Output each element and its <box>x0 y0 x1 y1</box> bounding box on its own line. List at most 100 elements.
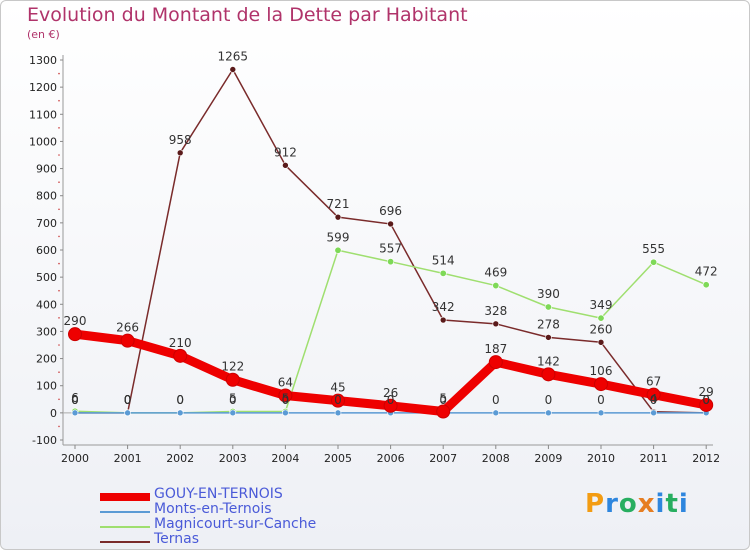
data-point-monts-en-ternois <box>545 409 552 417</box>
data-point-gouy-en-ternois <box>436 404 451 419</box>
chart-title: Evolution du Montant de la Dette par Hab… <box>27 4 468 26</box>
y-tick-label: 1000 <box>29 135 57 148</box>
y-minor-tick <box>58 154 60 156</box>
x-tick-label: 2002 <box>166 452 194 465</box>
data-label-gouy-en-ternois: 5 <box>439 392 447 406</box>
y-minor-tick <box>58 99 60 102</box>
x-tick-label: 2011 <box>640 452 668 465</box>
data-point-monts-en-ternois <box>176 409 184 417</box>
data-label-magnicourt-sur-canche: 390 <box>537 287 560 301</box>
y-tick-label: 600 <box>36 244 57 257</box>
y-tick-label: 100 <box>36 380 57 393</box>
legend-label: GOUY-EN-TERNOIS <box>154 486 283 502</box>
x-tick-label: 2004 <box>271 452 299 465</box>
data-point-monts-en-ternois <box>229 409 237 417</box>
data-label-gouy-en-ternois: 45 <box>330 381 345 395</box>
data-point-magnicourt-sur-canche <box>439 269 447 277</box>
data-label-monts-en-ternois: 0 <box>229 393 237 407</box>
data-label-magnicourt-sur-canche: 0 <box>124 393 132 407</box>
logo-letter: i <box>678 489 689 519</box>
data-point-gouy-en-ternois <box>699 397 714 412</box>
data-point-monts-en-ternois <box>124 409 131 417</box>
data-point-magnicourt-sur-canche <box>597 314 605 322</box>
y-minor-tick <box>58 425 60 428</box>
data-label-magnicourt-sur-canche: 472 <box>695 265 718 279</box>
data-label-ternas: 721 <box>327 197 350 211</box>
data-point-monts-en-ternois <box>650 409 657 417</box>
data-label-gouy-en-ternois: 187 <box>484 342 507 356</box>
data-label-monts-en-ternois: 0 <box>334 393 342 407</box>
data-point-monts-en-ternois <box>334 409 342 417</box>
legend-swatch <box>100 493 150 501</box>
data-label-gouy-en-ternois: 290 <box>64 314 87 328</box>
x-tick-label: 2003 <box>219 452 247 465</box>
data-point-monts-en-ternois <box>597 409 605 417</box>
y-tick-label: 0 <box>50 407 57 420</box>
data-point-magnicourt-sur-canche <box>492 282 500 290</box>
data-point-gouy-en-ternois <box>541 367 556 382</box>
data-label-magnicourt-sur-canche: 599 <box>327 230 350 244</box>
legend-label: Magnicourt-sur-Canche <box>154 516 317 532</box>
data-label-ternas: 1265 <box>218 50 249 64</box>
data-label-ternas: 696 <box>379 204 402 218</box>
data-label-monts-en-ternois: 0 <box>387 393 395 407</box>
data-point-ternas <box>229 66 237 73</box>
data-point-monts-en-ternois <box>282 409 289 417</box>
data-label-gouy-en-ternois: 106 <box>590 364 613 378</box>
data-label-gouy-en-ternois: 29 <box>699 385 714 399</box>
x-tick-label: 2009 <box>534 452 562 465</box>
data-point-gouy-en-ternois <box>173 348 188 363</box>
data-label-monts-en-ternois: 0 <box>439 393 447 407</box>
x-tick-label: 2012 <box>692 452 720 465</box>
y-tick-label: 1300 <box>29 54 57 67</box>
logo-letter: o <box>618 489 638 519</box>
data-label-gouy-en-ternois: 266 <box>116 321 139 335</box>
legend-label: Monts-en-Ternois <box>154 501 272 517</box>
data-point-ternas <box>282 162 289 169</box>
x-tick-label: 2007 <box>429 452 457 465</box>
x-tick-label: 2000 <box>61 452 89 465</box>
legend-label: Ternas <box>154 531 200 547</box>
data-point-gouy-en-ternois <box>594 377 608 392</box>
logo-letter: P <box>585 489 606 519</box>
y-minor-tick <box>58 208 60 211</box>
data-point-gouy-en-ternois <box>278 388 293 403</box>
chart-subtitle: (en €) <box>27 28 60 41</box>
data-label-monts-en-ternois: 0 <box>492 393 500 407</box>
data-label-ternas: 912 <box>274 145 297 159</box>
logo-letter: t <box>665 489 679 519</box>
y-minor-tick <box>58 398 60 401</box>
data-label-monts-en-ternois: 0 <box>176 393 184 407</box>
data-point-gouy-en-ternois <box>488 355 503 370</box>
data-label-magnicourt-sur-canche: 469 <box>484 266 507 280</box>
data-point-gouy-en-ternois <box>646 387 661 402</box>
y-tick-label: 200 <box>36 353 57 366</box>
data-point-magnicourt-sur-canche <box>702 281 710 289</box>
x-tick-label: 2005 <box>324 452 352 465</box>
y-minor-tick <box>58 344 60 346</box>
y-tick-label: -100 <box>32 434 57 447</box>
y-minor-tick <box>58 317 60 319</box>
data-label-magnicourt-sur-canche: 0 <box>176 393 184 407</box>
data-point-ternas <box>387 220 394 228</box>
y-minor-tick <box>58 72 60 75</box>
data-label-ternas: 278 <box>537 317 560 331</box>
data-point-magnicourt-sur-canche <box>387 258 395 266</box>
data-point-gouy-en-ternois <box>68 327 82 342</box>
data-point-ternas <box>545 334 552 341</box>
y-tick-label: 500 <box>36 271 57 284</box>
data-label-gouy-en-ternois: 122 <box>221 360 244 374</box>
data-point-ternas <box>492 320 500 328</box>
data-label-magnicourt-sur-canche: 5 <box>282 392 290 406</box>
data-point-ternas <box>597 338 605 346</box>
y-minor-tick <box>58 235 60 238</box>
y-tick-label: 900 <box>36 163 57 176</box>
data-point-gouy-en-ternois <box>383 398 398 413</box>
x-tick-label: 2010 <box>587 452 615 465</box>
x-tick-label: 2001 <box>114 452 142 465</box>
legend-swatch <box>100 526 150 528</box>
data-label-monts-en-ternois: 0 <box>282 393 290 407</box>
data-label-ternas: 260 <box>590 322 613 336</box>
data-point-monts-en-ternois <box>492 409 500 417</box>
x-tick-label: 2008 <box>482 452 510 465</box>
